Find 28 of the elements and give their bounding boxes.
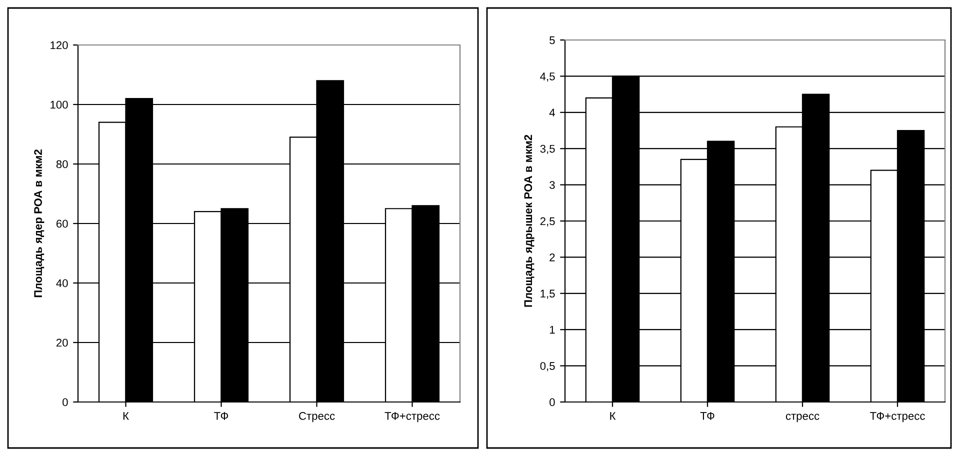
- x-tick-label: ТФ+стресс: [384, 412, 440, 422]
- y-tick-label: 0: [62, 398, 68, 406]
- y-tick-label: 1: [550, 326, 555, 334]
- y-tick-label: 120: [50, 41, 68, 50]
- x-tick-label: стресс: [786, 414, 820, 422]
- y-tick-label: 100: [50, 100, 68, 109]
- y-tick-label: 40: [56, 279, 68, 288]
- y-tick-label: 2,5: [540, 217, 555, 226]
- x-tick-label: ТФ+стресс: [870, 412, 925, 422]
- y-tick-label: 5: [550, 36, 555, 44]
- y-tick-label: 1,5: [540, 290, 555, 299]
- x-tick-label: ТФ: [214, 412, 228, 420]
- y-tick-label: 2: [550, 253, 555, 262]
- y-tick-label: 80: [56, 160, 68, 168]
- y-tick-label: 0: [550, 398, 555, 406]
- y-tick-label: 3,5: [540, 144, 555, 154]
- y-tick-label: 0,5: [540, 362, 555, 372]
- x-tick-label: ТФ: [700, 412, 714, 420]
- x-tick-label: К: [610, 412, 616, 420]
- y-axis-title: Площадь ядрышек РОА в мкм2: [524, 134, 534, 307]
- x-tick-label: К: [123, 412, 129, 420]
- y-tick-label: 60: [56, 220, 68, 228]
- y-tick-label: 4,5: [540, 72, 555, 82]
- y-tick-label: 20: [56, 338, 68, 347]
- x-tick-label: Стресс: [299, 412, 335, 422]
- y-tick-label: 4: [549, 108, 555, 116]
- y-axis-title: Площадь ядер РОА в мкм2: [34, 150, 44, 298]
- y-tick-label: 3: [550, 181, 555, 189]
